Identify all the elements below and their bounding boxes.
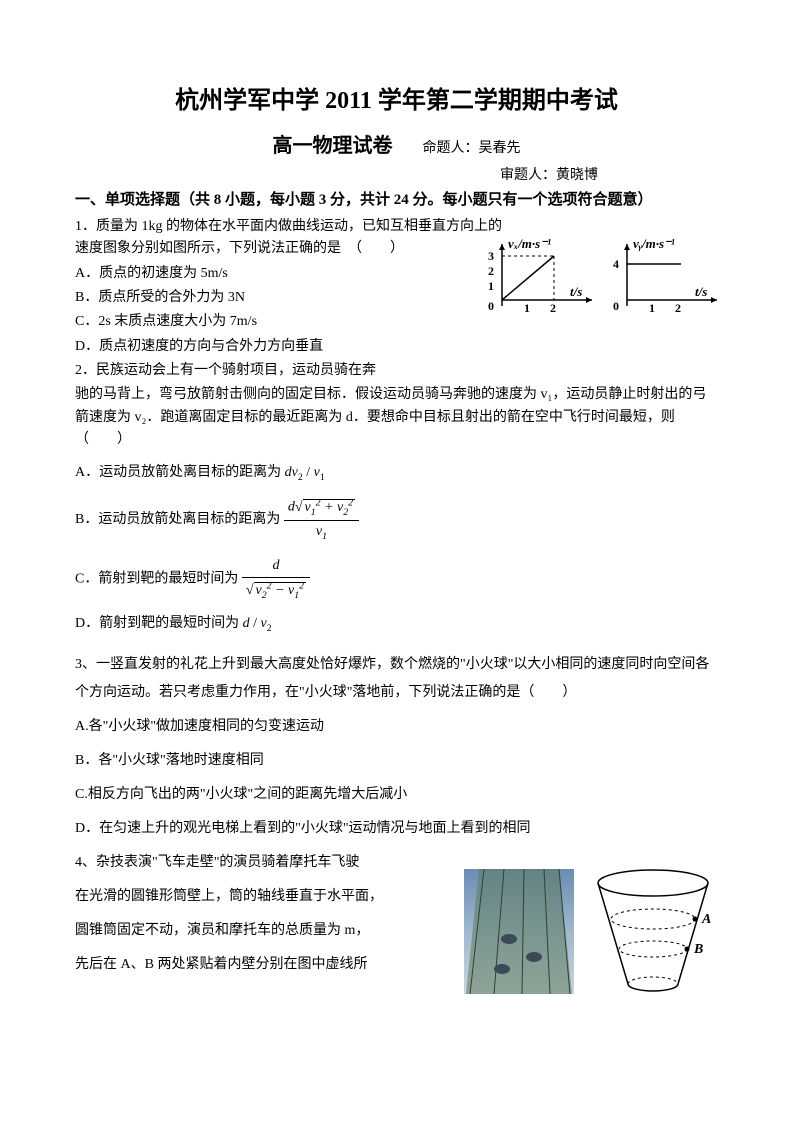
q1-g1-y2: 2 — [488, 264, 494, 278]
q4-photo — [464, 869, 574, 994]
subtitle-row: 高一物理试卷 命题人：吴春先 — [75, 129, 718, 158]
q2-stem-line2: 驰的马背上，弯弓放箭射击侧向的固定目标．假设运动员骑马奔驰的速度为 v₁，运动员… — [75, 384, 718, 451]
q1-g1-origin: 0 — [488, 299, 494, 313]
q3-optB: B．各"小火球"落地时速度相同 — [75, 747, 718, 775]
q1-graphs: 3 2 1 0 1 2 vₓ/m·s⁻¹ t/s 4 0 1 2 — [484, 238, 724, 316]
q2-stem-line1: 2．民族运动会上有一个骑射项目，运动员骑在奔 — [75, 360, 718, 382]
author-label: 命题人：吴春先 — [423, 137, 521, 157]
q3-optD: D．在匀速上升的观光电梯上看到的"小火球"运动情况与地面上看到的相同 — [75, 815, 718, 843]
q2-optC-text: C．箭射到靶的最短时间为 — [75, 571, 238, 586]
q4-line3: 圆锥筒固定不动，演员和摩托车的总质量为 m， — [75, 917, 435, 945]
q1-g2-origin: 0 — [613, 299, 619, 313]
page-title: 杭州学军中学 2011 学年第二学期期中考试 — [75, 80, 718, 115]
q3-optC: C.相反方向飞出的两"小火球"之间的距离先增大后减小 — [75, 781, 718, 809]
q2-optD-text: D．箭射到靶的最短时间为 — [75, 616, 239, 631]
q4-line2: 在光滑的圆锥形筒壁上，筒的轴线垂直于水平面， — [75, 883, 435, 911]
q4-cone-diagram: A B — [588, 869, 718, 994]
q1-g2-ylabel: vᵧ/m·s⁻¹ — [633, 238, 675, 251]
q4-line4: 先后在 A、B 两处紧贴着内壁分别在图中虚线所 — [75, 951, 435, 979]
q1-g2-x1: 1 — [649, 301, 655, 315]
question-3: 3、一竖直发射的礼花上升到最大高度处恰好爆炸，数个燃烧的"小火球"以大小相同的速… — [75, 651, 718, 843]
q1-stem: 1．质量为 1kg 的物体在水平面内做曲线运动，已知互相垂直方向上的速度图象分别… — [75, 216, 505, 261]
q3-stem: 3、一竖直发射的礼花上升到最大高度处恰好爆炸，数个燃烧的"小火球"以大小相同的速… — [75, 651, 718, 707]
q1-optD: D．质点初速度的方向与合外力方向垂直 — [75, 336, 718, 358]
q2-optC: C．箭射到靶的最短时间为 d v22 − v12 — [75, 555, 718, 604]
q2-optB: B．运动员放箭处离目标的距离为 dv12 + v22 v1 — [75, 495, 718, 545]
question-1: 1．质量为 1kg 的物体在水平面内做曲线运动，已知互相垂直方向上的速度图象分别… — [75, 216, 718, 358]
section-header: 一、单项选择题（共 8 小题，每小题 3 分，共计 24 分。每小题只有一个选项… — [75, 190, 718, 212]
q3-optA: A.各"小火球"做加速度相同的匀变速运动 — [75, 713, 718, 741]
subtitle: 高一物理试卷 — [273, 129, 393, 158]
reviewer-label: 审题人：黄晓博 — [75, 164, 718, 184]
q2-optA-text: A．运动员放箭处离目标的距离为 — [75, 465, 281, 480]
q1-g1-y1: 1 — [488, 279, 494, 293]
q1-g2-x2: 2 — [675, 301, 681, 315]
q1-graph1: 3 2 1 0 1 2 vₓ/m·s⁻¹ t/s — [484, 238, 599, 316]
q1-graph2: 4 0 1 2 vᵧ/m·s⁻¹ t/s — [609, 238, 724, 316]
q1-g1-ylabel: vₓ/m·s⁻¹ — [508, 238, 551, 251]
q1-g1-x1: 1 — [524, 301, 530, 315]
q1-g2-xlabel: t/s — [695, 284, 707, 299]
q4-line1: 4、杂技表演"飞车走壁"的演员骑着摩托车飞驶 — [75, 849, 435, 877]
q1-g2-y4: 4 — [613, 257, 619, 271]
q1-g1-y3: 3 — [488, 249, 494, 263]
q2-optA: A．运动员放箭处离目标的距离为 dv2 / v1 — [75, 462, 718, 485]
q4-label-A: A — [701, 912, 711, 927]
question-4: 4、杂技表演"飞车走壁"的演员骑着摩托车飞驶 在光滑的圆锥形筒壁上，筒的轴线垂直… — [75, 849, 718, 999]
question-2: 2．民族运动会上有一个骑射项目，运动员骑在奔 驰的马背上，弯弓放箭射击侧向的固定… — [75, 360, 718, 637]
q1-g1-xlabel: t/s — [570, 284, 582, 299]
q2-optB-text: B．运动员放箭处离目标的距离为 — [75, 512, 280, 527]
q2-optD: D．箭射到靶的最短时间为 d / v2 — [75, 613, 718, 636]
q4-label-B: B — [693, 942, 703, 957]
q1-g1-x2: 2 — [550, 301, 556, 315]
